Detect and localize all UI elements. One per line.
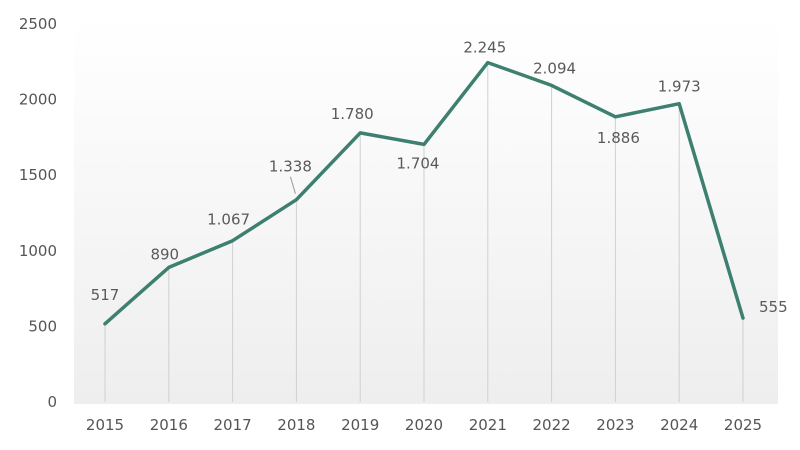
data-label-2024: 1.973 bbox=[658, 78, 701, 96]
data-label-2025: 555 bbox=[759, 298, 788, 316]
y-tick-label: 1500 bbox=[19, 166, 57, 184]
y-axis: 0 500 1000 1500 2000 2500 bbox=[19, 15, 57, 411]
data-label-2016: 890 bbox=[150, 245, 179, 263]
x-axis: 2015 2016 2017 2018 2019 2020 2021 2022 2023 2024… bbox=[86, 416, 762, 434]
x-tick-label: 2017 bbox=[214, 416, 252, 434]
y-tick-label: 1000 bbox=[19, 242, 57, 260]
data-label-2020: 1.704 bbox=[397, 154, 440, 172]
x-tick-label: 2024 bbox=[660, 416, 698, 434]
data-label-2021: 2.245 bbox=[463, 39, 506, 57]
y-tick-label: 500 bbox=[28, 317, 57, 335]
data-label-2019: 1.780 bbox=[331, 105, 374, 123]
label-leaders bbox=[289, 176, 296, 194]
data-label-2018: 1.338 bbox=[269, 158, 312, 176]
data-labels: 517 890 1.067 1.338 1.780 1.704 2.245 2.094 1.88… bbox=[91, 39, 788, 317]
x-tick-label: 2023 bbox=[596, 416, 634, 434]
y-tick-label: 2000 bbox=[19, 91, 57, 109]
x-tick-label: 2021 bbox=[469, 416, 507, 434]
x-tick-label: 2016 bbox=[150, 416, 188, 434]
x-tick-label: 2015 bbox=[86, 416, 124, 434]
x-tick-label: 2022 bbox=[533, 416, 571, 434]
data-label-2015: 517 bbox=[91, 286, 120, 304]
gridlines bbox=[104, 62, 744, 402]
data-label-2022: 2.094 bbox=[533, 59, 576, 77]
x-tick-label: 2020 bbox=[405, 416, 443, 434]
x-tick-label: 2019 bbox=[341, 416, 379, 434]
leader-line-2018 bbox=[289, 176, 296, 194]
y-tick-label: 0 bbox=[47, 393, 57, 411]
x-tick-label: 2025 bbox=[724, 416, 762, 434]
data-label-2023: 1.886 bbox=[597, 129, 640, 147]
data-label-2017: 1.067 bbox=[207, 211, 250, 229]
plot-area bbox=[74, 18, 778, 404]
x-tick-label: 2018 bbox=[277, 416, 315, 434]
y-tick-label: 2500 bbox=[19, 15, 57, 33]
series-line bbox=[103, 60, 745, 326]
